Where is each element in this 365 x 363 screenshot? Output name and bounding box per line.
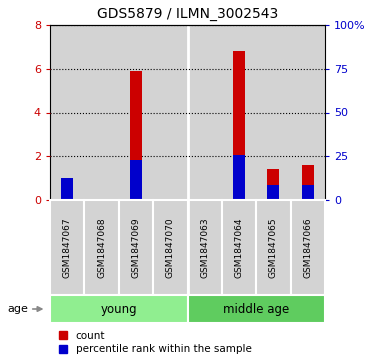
FancyBboxPatch shape xyxy=(84,200,119,295)
FancyBboxPatch shape xyxy=(50,200,84,295)
Bar xyxy=(268,185,280,200)
Bar xyxy=(302,185,314,200)
Bar xyxy=(302,165,314,200)
Text: GSM1847068: GSM1847068 xyxy=(97,217,106,278)
FancyBboxPatch shape xyxy=(188,295,325,323)
Text: GSM1847065: GSM1847065 xyxy=(269,217,278,278)
FancyBboxPatch shape xyxy=(188,200,222,295)
Bar xyxy=(119,25,153,200)
Bar xyxy=(61,191,73,200)
Bar xyxy=(233,51,245,200)
Text: GSM1847070: GSM1847070 xyxy=(166,217,175,278)
Text: GSM1847066: GSM1847066 xyxy=(303,217,312,278)
Title: GDS5879 / ILMN_3002543: GDS5879 / ILMN_3002543 xyxy=(97,7,278,21)
Text: GSM1847069: GSM1847069 xyxy=(131,217,141,278)
Bar xyxy=(188,25,222,200)
Text: age: age xyxy=(7,304,28,314)
FancyBboxPatch shape xyxy=(291,200,325,295)
FancyBboxPatch shape xyxy=(222,200,256,295)
FancyBboxPatch shape xyxy=(153,200,188,295)
Text: GSM1847067: GSM1847067 xyxy=(63,217,72,278)
Bar xyxy=(233,155,245,200)
Bar xyxy=(291,25,325,200)
Bar xyxy=(153,25,188,200)
Bar xyxy=(130,71,142,200)
FancyBboxPatch shape xyxy=(256,200,291,295)
Bar xyxy=(256,25,291,200)
Bar xyxy=(222,25,256,200)
Bar xyxy=(130,160,142,200)
Legend: count, percentile rank within the sample: count, percentile rank within the sample xyxy=(59,331,251,354)
Bar xyxy=(50,25,84,200)
Text: middle age: middle age xyxy=(223,302,289,315)
Text: young: young xyxy=(100,302,137,315)
Bar xyxy=(61,178,73,200)
Bar xyxy=(84,25,119,200)
FancyBboxPatch shape xyxy=(50,295,188,323)
Bar xyxy=(268,170,280,200)
Text: GSM1847063: GSM1847063 xyxy=(200,217,209,278)
Text: GSM1847064: GSM1847064 xyxy=(235,217,243,278)
FancyBboxPatch shape xyxy=(119,200,153,295)
